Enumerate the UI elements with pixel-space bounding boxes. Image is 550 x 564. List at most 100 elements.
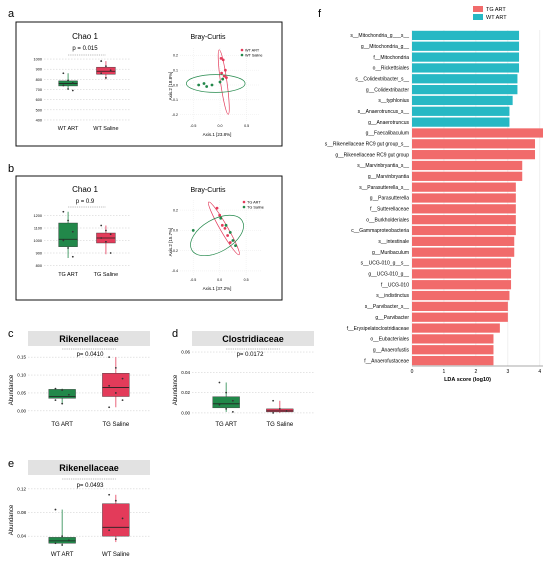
box-point (109, 252, 112, 254)
pcoa-point (221, 77, 225, 81)
lda-bar-label: g__Anaerofustis (373, 347, 410, 353)
lda-bar (412, 225, 516, 236)
pcoa-ytick-label: 0.2 (173, 208, 178, 212)
box-point (121, 399, 124, 402)
pcoa-point (220, 223, 224, 227)
pcoa-point (191, 229, 195, 232)
lda-bar (412, 312, 508, 322)
panel-c-title-bar (28, 331, 150, 346)
box-group-label: TG Saline (102, 422, 129, 428)
box-point (105, 76, 107, 79)
pcoa-point (197, 83, 201, 87)
lda-bar (412, 150, 536, 160)
lda-bar (412, 139, 536, 149)
pcoa-xtick-label: 0.5 (244, 278, 249, 282)
panel-c-ylabel: Abundance (9, 374, 15, 405)
box-ytick-label: 1200 (34, 214, 42, 218)
box-group-label: WT Saline (102, 552, 130, 558)
box-group-label: TG Saline (266, 422, 293, 428)
pcoa-point (234, 244, 237, 248)
box-point (67, 79, 69, 82)
pcoa-xtick-label: -0.5 (190, 124, 196, 128)
pcoa-point (223, 68, 227, 72)
box-ytick-label: 0.04 (181, 370, 190, 375)
legend-swatch (473, 14, 483, 20)
panel-b-pvalue: p = 0.9 (76, 199, 95, 205)
lda-bar-label: s__Rikenellaceae RC9 gut group_s__ (325, 142, 409, 148)
box-ytick-label: 0.00 (181, 410, 190, 415)
box-ytick-label: 0.05 (17, 390, 26, 395)
pcoa-xtick-label: -0.5 (190, 278, 196, 282)
pcoa-legend-marker (242, 200, 246, 204)
box-point (108, 356, 111, 359)
lda-bar (412, 84, 518, 95)
lda-bar (412, 41, 520, 51)
legend-swatch (473, 6, 483, 12)
pcoa-legend-marker (242, 205, 246, 209)
lda-bar-label: s__Mitochondria_g___s__ (350, 33, 409, 39)
box-ytick-label: 900 (36, 68, 42, 72)
lda-xtick-label: 0 (411, 369, 414, 375)
panel-a-pvalue: p = 0.015 (72, 46, 98, 52)
panel-a-bray-title: Bray-Curtis (190, 34, 226, 41)
lda-bar (412, 52, 520, 62)
pcoa-point (228, 231, 232, 234)
box-point (114, 499, 117, 502)
box-ytick-label: 900 (36, 252, 42, 256)
panel-d-pvalue: p= 0.0172 (237, 352, 265, 358)
lda-bar (412, 323, 500, 333)
pcoa-point (226, 234, 230, 237)
lda-bar (412, 355, 494, 366)
lda-bar (412, 236, 515, 246)
pcoa-xtick-label: 0.0 (218, 124, 223, 128)
pcoa-point (205, 85, 209, 88)
box-ytick-label: 800 (36, 264, 42, 268)
pcoa-legend-label: TG Saline (247, 205, 264, 209)
box-ytick-label: 1000 (34, 239, 42, 243)
lda-bar-label: s__Anaerotruncus_s__ (358, 109, 410, 115)
box-ytick-label: 500 (36, 108, 42, 112)
pcoa-ytick-label: -0.1 (172, 98, 178, 102)
box-point (285, 409, 288, 412)
lda-bar-label: g__Faecalibaculum (366, 131, 409, 137)
lda-bar-label: s__UCG-010_g__s__ (361, 261, 410, 267)
box-point (272, 399, 275, 402)
box-point (225, 407, 228, 410)
confidence-ellipse (208, 201, 240, 256)
panel-letter-a: a (8, 8, 15, 20)
lda-bar (412, 160, 523, 171)
pcoa-ytick-label: 0.1 (173, 69, 178, 73)
box-point (278, 407, 281, 410)
legend-label: WT ART (486, 15, 507, 21)
pcoa-point (224, 223, 228, 227)
panel-d-ylabel: Abundance (173, 374, 179, 405)
panel-a-axis1-label: Axis.1 [23.8%] (203, 132, 232, 137)
lda-bar-label: s__Parvibacter_s__ (365, 304, 409, 310)
lda-bar (412, 182, 516, 192)
lda-bar (412, 128, 543, 138)
panel-a-axis2-label: Axis.2 [18.8%] (168, 72, 173, 101)
box-point (62, 72, 65, 75)
box-rect (212, 396, 240, 409)
pcoa-point (210, 83, 214, 87)
box-point (109, 69, 112, 72)
box-point (62, 210, 65, 213)
lda-bar (412, 247, 515, 257)
box-point (61, 535, 64, 538)
box-point (231, 399, 234, 402)
lda-bar-label: o__Eubacteriales (370, 337, 409, 343)
box-point (61, 544, 64, 546)
pcoa-ytick-label: -0.2 (172, 249, 178, 253)
box-rect (102, 503, 130, 537)
box-point (54, 508, 57, 511)
box-point (71, 255, 74, 258)
panel-e-title-bar (28, 460, 150, 475)
pcoa-point (219, 56, 223, 60)
pcoa-ytick-label: -0.4 (172, 269, 178, 273)
pcoa-legend-marker (240, 53, 244, 57)
pcoa-point (222, 74, 226, 78)
panel-c-title: Rikenellaceae (59, 334, 119, 344)
box-point (109, 233, 112, 236)
